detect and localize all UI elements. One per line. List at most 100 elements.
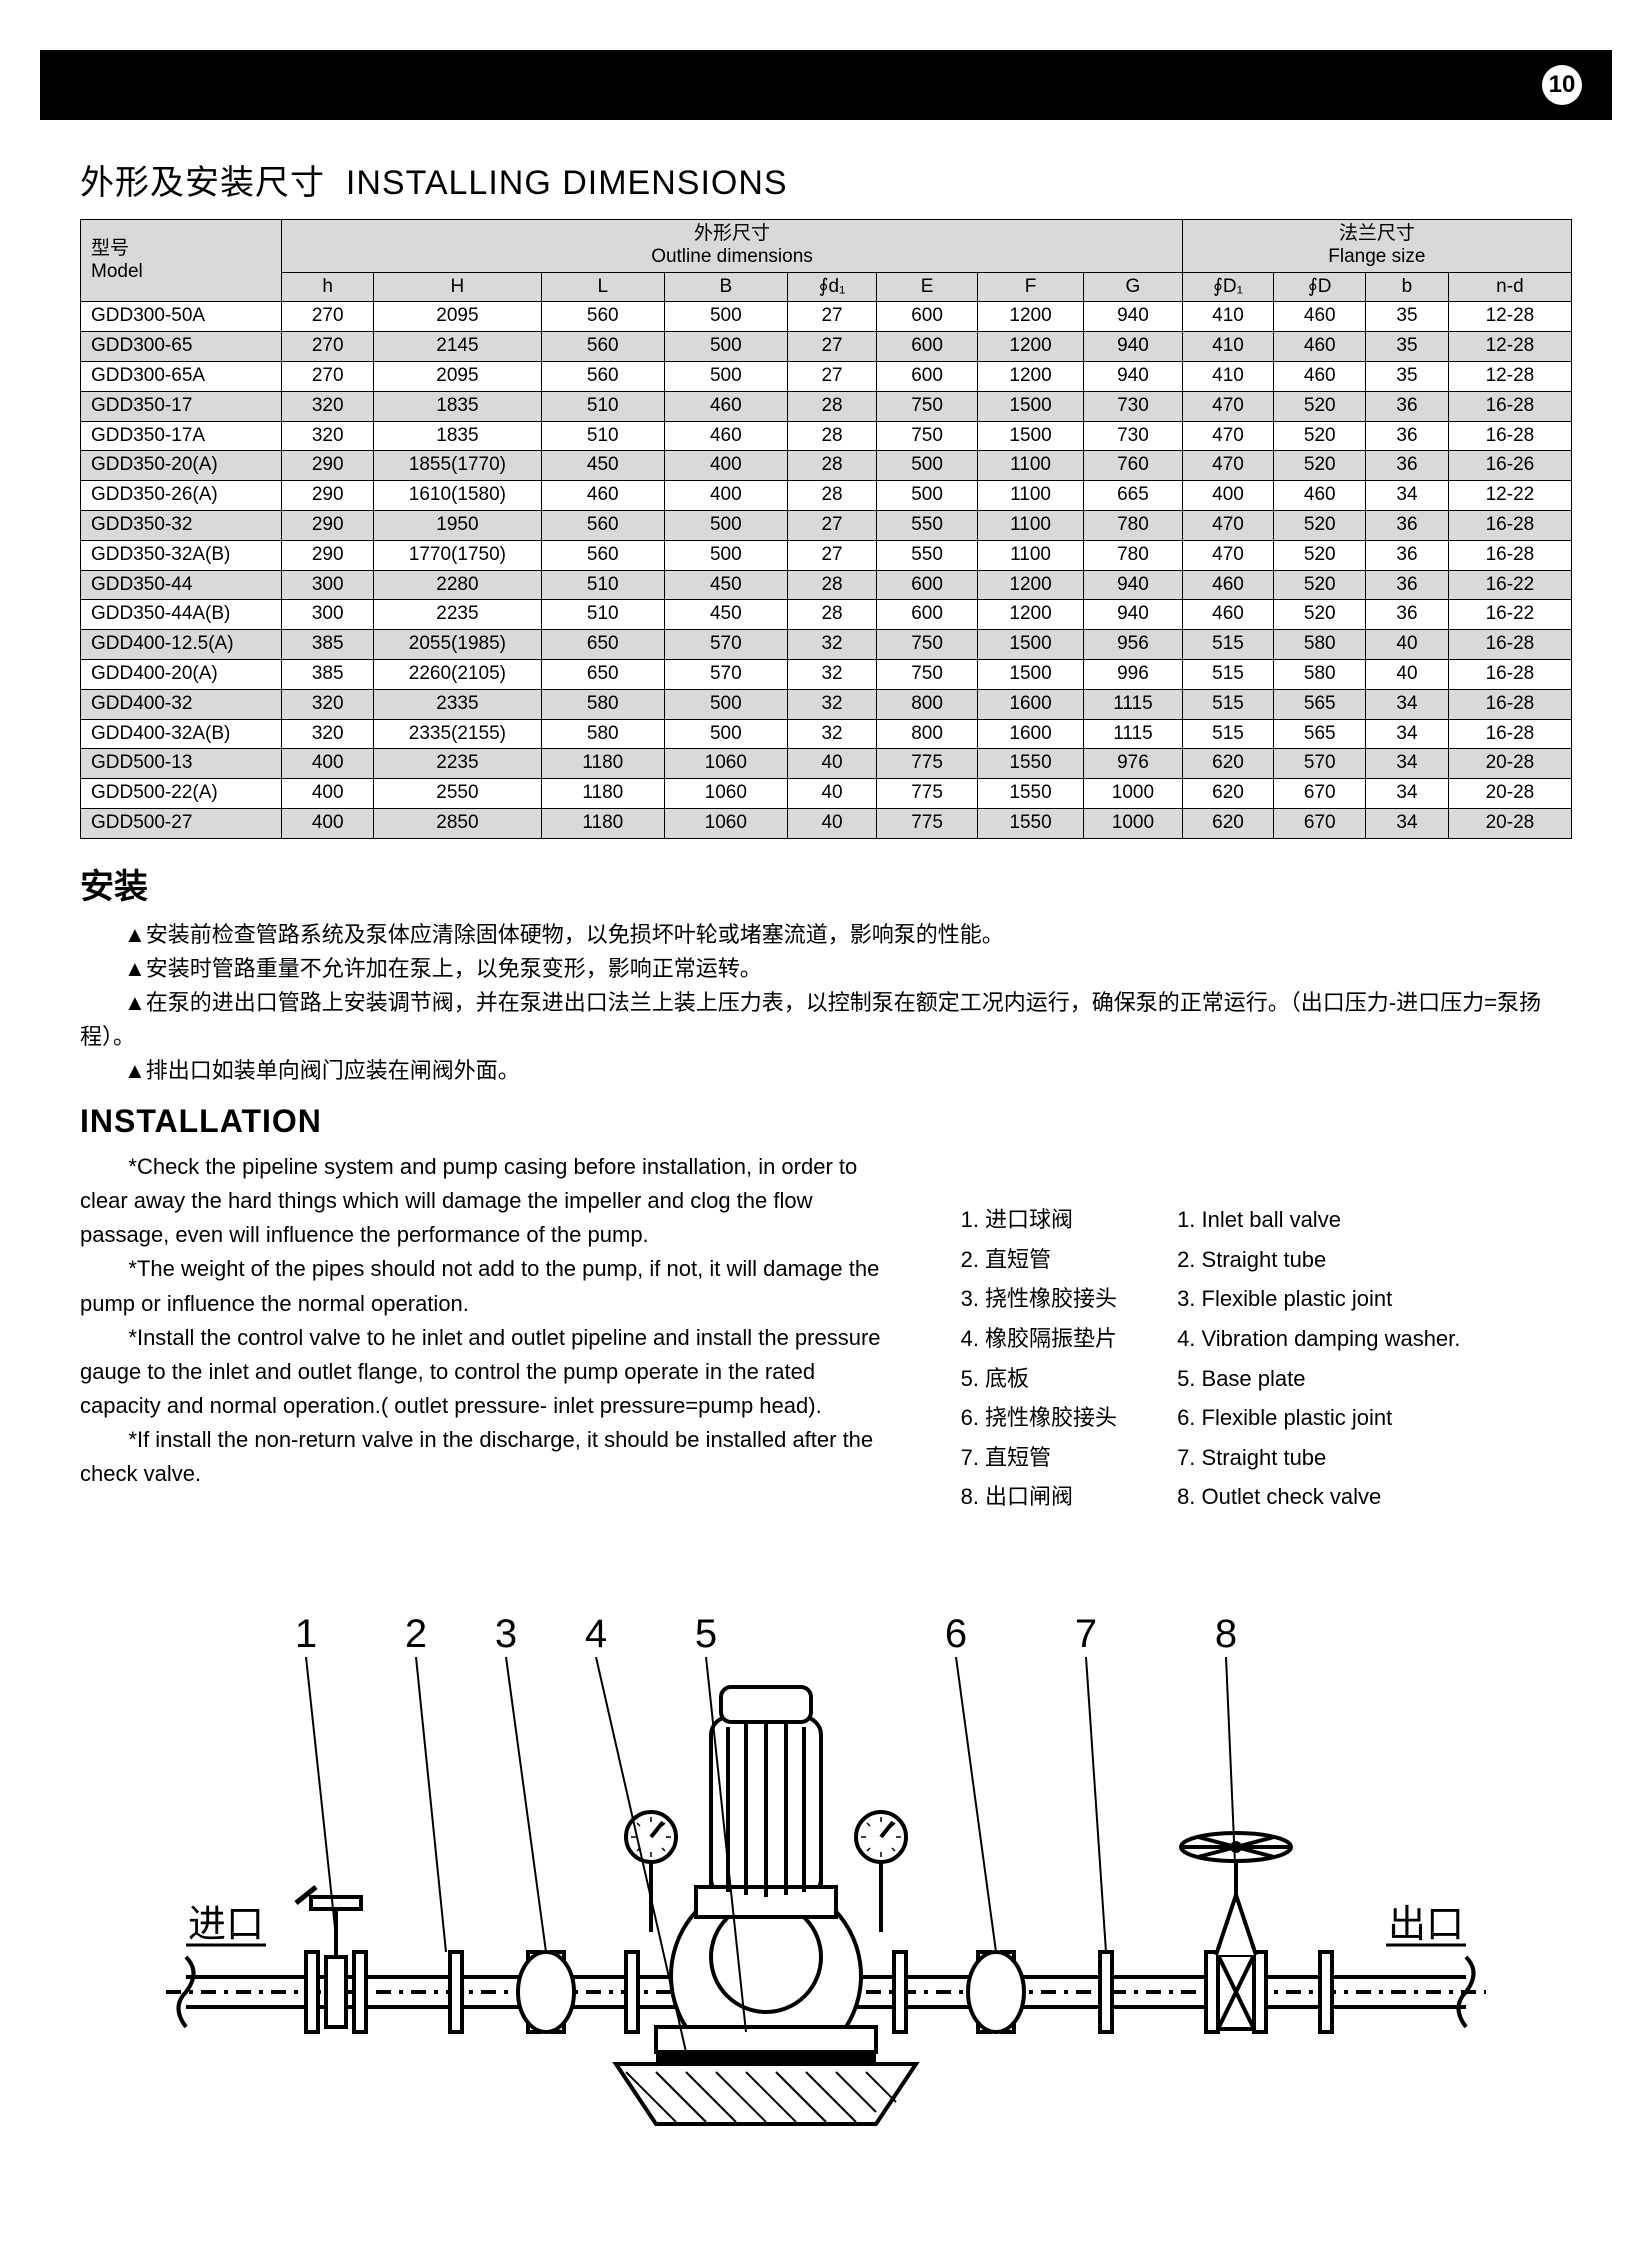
table-cell: 600 bbox=[877, 570, 978, 600]
table-cell: GDD500-22(A) bbox=[81, 779, 282, 809]
table-cell: 730 bbox=[1084, 391, 1183, 421]
table-cell: 460 bbox=[1274, 332, 1366, 362]
table-cell: 32 bbox=[787, 659, 876, 689]
table-cell: 500 bbox=[664, 510, 787, 540]
table-cell: 16-28 bbox=[1448, 659, 1571, 689]
table-cell: 500 bbox=[664, 689, 787, 719]
table-cell: 560 bbox=[541, 510, 664, 540]
table-cell: 1610(1580) bbox=[374, 481, 542, 511]
install-en-para: *If install the non-return valve in the … bbox=[80, 1423, 901, 1491]
table-cell: GDD350-26(A) bbox=[81, 481, 282, 511]
table-cell: 320 bbox=[282, 689, 374, 719]
legend-item-en: 4. Vibration damping washer. bbox=[1177, 1319, 1460, 1359]
table-cell: 1060 bbox=[664, 808, 787, 838]
legend-item-en: 7. Straight tube bbox=[1177, 1438, 1460, 1478]
th-col: G bbox=[1084, 272, 1183, 302]
table-cell: 410 bbox=[1182, 302, 1274, 332]
table-cell: 460 bbox=[1182, 600, 1274, 630]
table-cell: 560 bbox=[541, 540, 664, 570]
table-cell: 2280 bbox=[374, 570, 542, 600]
table-cell: 34 bbox=[1366, 719, 1449, 749]
table-cell: 16-22 bbox=[1448, 570, 1571, 600]
legend-item-cn: 3. 挠性橡胶接头 bbox=[961, 1279, 1117, 1319]
table-cell: 560 bbox=[541, 332, 664, 362]
table-cell: 515 bbox=[1182, 689, 1274, 719]
table-cell: 36 bbox=[1366, 570, 1449, 600]
legend-item-en: 5. Base plate bbox=[1177, 1359, 1460, 1399]
table-cell: 28 bbox=[787, 600, 876, 630]
legend-item-cn: 7. 直短管 bbox=[961, 1438, 1117, 1478]
table-cell: 470 bbox=[1182, 510, 1274, 540]
legend-item-cn: 2. 直短管 bbox=[961, 1240, 1117, 1280]
table-cell: 27 bbox=[787, 302, 876, 332]
table-cell: 1500 bbox=[977, 421, 1083, 451]
table-cell: 12-22 bbox=[1448, 481, 1571, 511]
table-cell: 2055(1985) bbox=[374, 630, 542, 660]
table-cell: GDD400-32A(B) bbox=[81, 719, 282, 749]
table-cell: 12-28 bbox=[1448, 302, 1571, 332]
legend-item-cn: 5. 底板 bbox=[961, 1359, 1117, 1399]
install-en-para: *Check the pipeline system and pump casi… bbox=[80, 1150, 901, 1252]
table-cell: 800 bbox=[877, 689, 978, 719]
th-col: h bbox=[282, 272, 374, 302]
table-cell: 36 bbox=[1366, 510, 1449, 540]
table-cell: 35 bbox=[1366, 332, 1449, 362]
legend-item-cn: 6. 挠性橡胶接头 bbox=[961, 1398, 1117, 1438]
table-cell: 1500 bbox=[977, 391, 1083, 421]
table-cell: 1060 bbox=[664, 749, 787, 779]
table-cell: 32 bbox=[787, 689, 876, 719]
title-cn: 外形及安装尺寸 bbox=[80, 164, 325, 202]
table-cell: 580 bbox=[1274, 630, 1366, 660]
callout-3: 3 bbox=[495, 1612, 517, 1656]
installation-diagram: 1 2 3 4 5 6 7 8 进口 出口 bbox=[80, 1557, 1572, 2137]
table-row: GDD350-17A320183551046028750150073047052… bbox=[81, 421, 1572, 451]
table-cell: 290 bbox=[282, 510, 374, 540]
table-cell: 16-28 bbox=[1448, 391, 1571, 421]
table-cell: 460 bbox=[664, 421, 787, 451]
table-cell: 34 bbox=[1366, 808, 1449, 838]
table-cell: 36 bbox=[1366, 600, 1449, 630]
legend-block: 1. 进口球阀2. 直短管3. 挠性橡胶接头4. 橡胶隔振垫片5. 底板6. 挠… bbox=[961, 1150, 1572, 1517]
table-row: GDD350-322901950560500275501100780470520… bbox=[81, 510, 1572, 540]
table-cell: 940 bbox=[1084, 361, 1183, 391]
table-cell: 520 bbox=[1274, 600, 1366, 630]
table-cell: 520 bbox=[1274, 421, 1366, 451]
table-cell: 1100 bbox=[977, 540, 1083, 570]
table-row: GDD300-652702145560500276001200940410460… bbox=[81, 332, 1572, 362]
table-cell: 2235 bbox=[374, 749, 542, 779]
table-cell: 2235 bbox=[374, 600, 542, 630]
table-cell: 1770(1750) bbox=[374, 540, 542, 570]
table-cell: 1200 bbox=[977, 332, 1083, 362]
table-cell: 515 bbox=[1182, 659, 1274, 689]
table-cell: 300 bbox=[282, 570, 374, 600]
table-cell: 600 bbox=[877, 361, 978, 391]
table-cell: 40 bbox=[1366, 630, 1449, 660]
table-cell: 620 bbox=[1182, 808, 1274, 838]
table-cell: GDD350-44 bbox=[81, 570, 282, 600]
table-cell: 27 bbox=[787, 540, 876, 570]
table-cell: 2095 bbox=[374, 302, 542, 332]
table-cell: 515 bbox=[1182, 719, 1274, 749]
page-number-badge: 10 bbox=[1542, 65, 1582, 105]
table-cell: 500 bbox=[664, 302, 787, 332]
table-cell: 670 bbox=[1274, 808, 1366, 838]
th-col: n-d bbox=[1448, 272, 1571, 302]
callout-5: 5 bbox=[695, 1612, 717, 1656]
table-cell: 270 bbox=[282, 302, 374, 332]
table-cell: 1100 bbox=[977, 510, 1083, 540]
table-cell: GDD350-17 bbox=[81, 391, 282, 421]
table-cell: 300 bbox=[282, 600, 374, 630]
table-cell: 520 bbox=[1274, 540, 1366, 570]
table-cell: 27 bbox=[787, 332, 876, 362]
table-cell: 35 bbox=[1366, 302, 1449, 332]
table-cell: 460 bbox=[1182, 570, 1274, 600]
main-title: 外形及安装尺寸 INSTALLING DIMENSIONS bbox=[80, 155, 1572, 204]
table-cell: 1100 bbox=[977, 451, 1083, 481]
table-cell: 2145 bbox=[374, 332, 542, 362]
th-col: ∮D₁ bbox=[1182, 272, 1274, 302]
table-cell: 780 bbox=[1084, 510, 1183, 540]
table-cell: 976 bbox=[1084, 749, 1183, 779]
table-cell: GDD300-50A bbox=[81, 302, 282, 332]
table-cell: 450 bbox=[541, 451, 664, 481]
table-cell: 510 bbox=[541, 570, 664, 600]
